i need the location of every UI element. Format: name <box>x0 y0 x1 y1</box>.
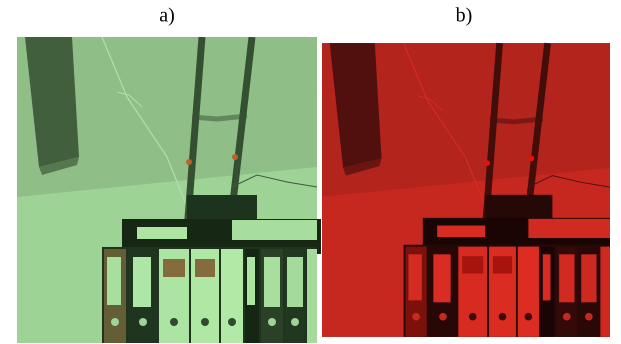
photo-b <box>322 43 615 337</box>
photo-a <box>17 37 322 343</box>
panel-label: a) <box>159 5 175 27</box>
panel-label: b) <box>456 5 473 27</box>
